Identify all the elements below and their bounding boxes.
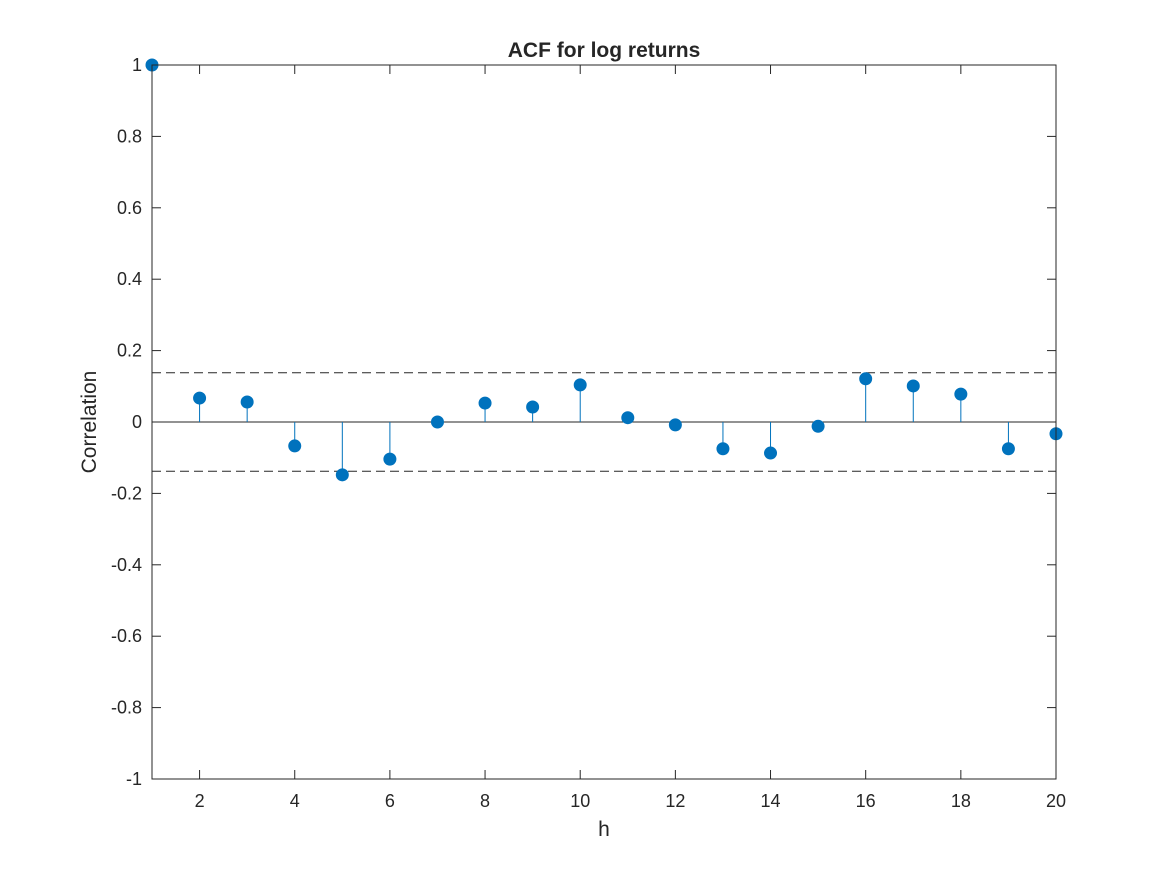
y-tick-label: 0.4 xyxy=(117,269,142,289)
y-tick-label: 0.2 xyxy=(117,341,142,361)
stem-marker xyxy=(621,411,635,425)
chart-title: ACF for log returns xyxy=(508,39,701,62)
x-tick-label: 12 xyxy=(665,791,685,811)
x-tick-label: 6 xyxy=(385,791,395,811)
x-tick-label: 4 xyxy=(290,791,300,811)
y-tick-label: -1 xyxy=(126,769,142,789)
x-tick-label: 2 xyxy=(195,791,205,811)
y-tick-labels: -1 -0.8 -0.6 -0.4 -0.2 0 0.2 0.4 0.6 0.8 1 xyxy=(111,55,142,789)
stem-marker xyxy=(526,400,540,414)
y-tick-label: 0.8 xyxy=(117,126,142,146)
stem-marker xyxy=(383,452,397,466)
x-tick-label: 20 xyxy=(1046,791,1066,811)
stem-marker xyxy=(430,415,444,429)
y-tick-label: -0.2 xyxy=(111,483,142,503)
y-tick-label: -0.8 xyxy=(111,698,142,718)
x-axis-title: h xyxy=(598,818,610,841)
stem-marker xyxy=(335,468,349,482)
x-tick-label: 18 xyxy=(951,791,971,811)
x-tick-label: 14 xyxy=(761,791,781,811)
y-tick-label: -0.6 xyxy=(111,626,142,646)
y-tick-label: 1 xyxy=(132,55,142,75)
stem-marker xyxy=(1001,442,1015,456)
y-tick-label: -0.4 xyxy=(111,555,142,575)
stem-marker xyxy=(478,396,492,410)
x-tick-label: 16 xyxy=(856,791,876,811)
stem-marker xyxy=(859,372,873,386)
stem-marker xyxy=(811,419,825,433)
stem-marker xyxy=(954,387,968,401)
stem-marker xyxy=(573,378,587,392)
stem-marker xyxy=(240,395,254,409)
stem-marker xyxy=(193,391,207,405)
ticks-layer xyxy=(152,64,1057,780)
stem-marker xyxy=(288,439,302,453)
stem-marker xyxy=(668,418,682,432)
stem-marker xyxy=(716,442,730,456)
y-tick-label: 0 xyxy=(132,412,142,432)
y-axis-title: Correlation xyxy=(78,371,101,474)
x-tick-label: 8 xyxy=(480,791,490,811)
y-tick-label: 0.6 xyxy=(117,198,142,218)
x-tick-label: 10 xyxy=(570,791,590,811)
stem-marker xyxy=(764,446,778,460)
stem-marker xyxy=(906,379,920,393)
x-tick-labels: 2 4 6 8 10 12 14 16 18 20 xyxy=(195,791,1066,811)
confidence-bounds-layer xyxy=(152,372,1056,472)
